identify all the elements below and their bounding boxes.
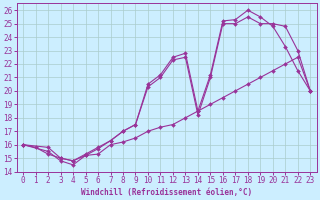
X-axis label: Windchill (Refroidissement éolien,°C): Windchill (Refroidissement éolien,°C) — [81, 188, 252, 197]
